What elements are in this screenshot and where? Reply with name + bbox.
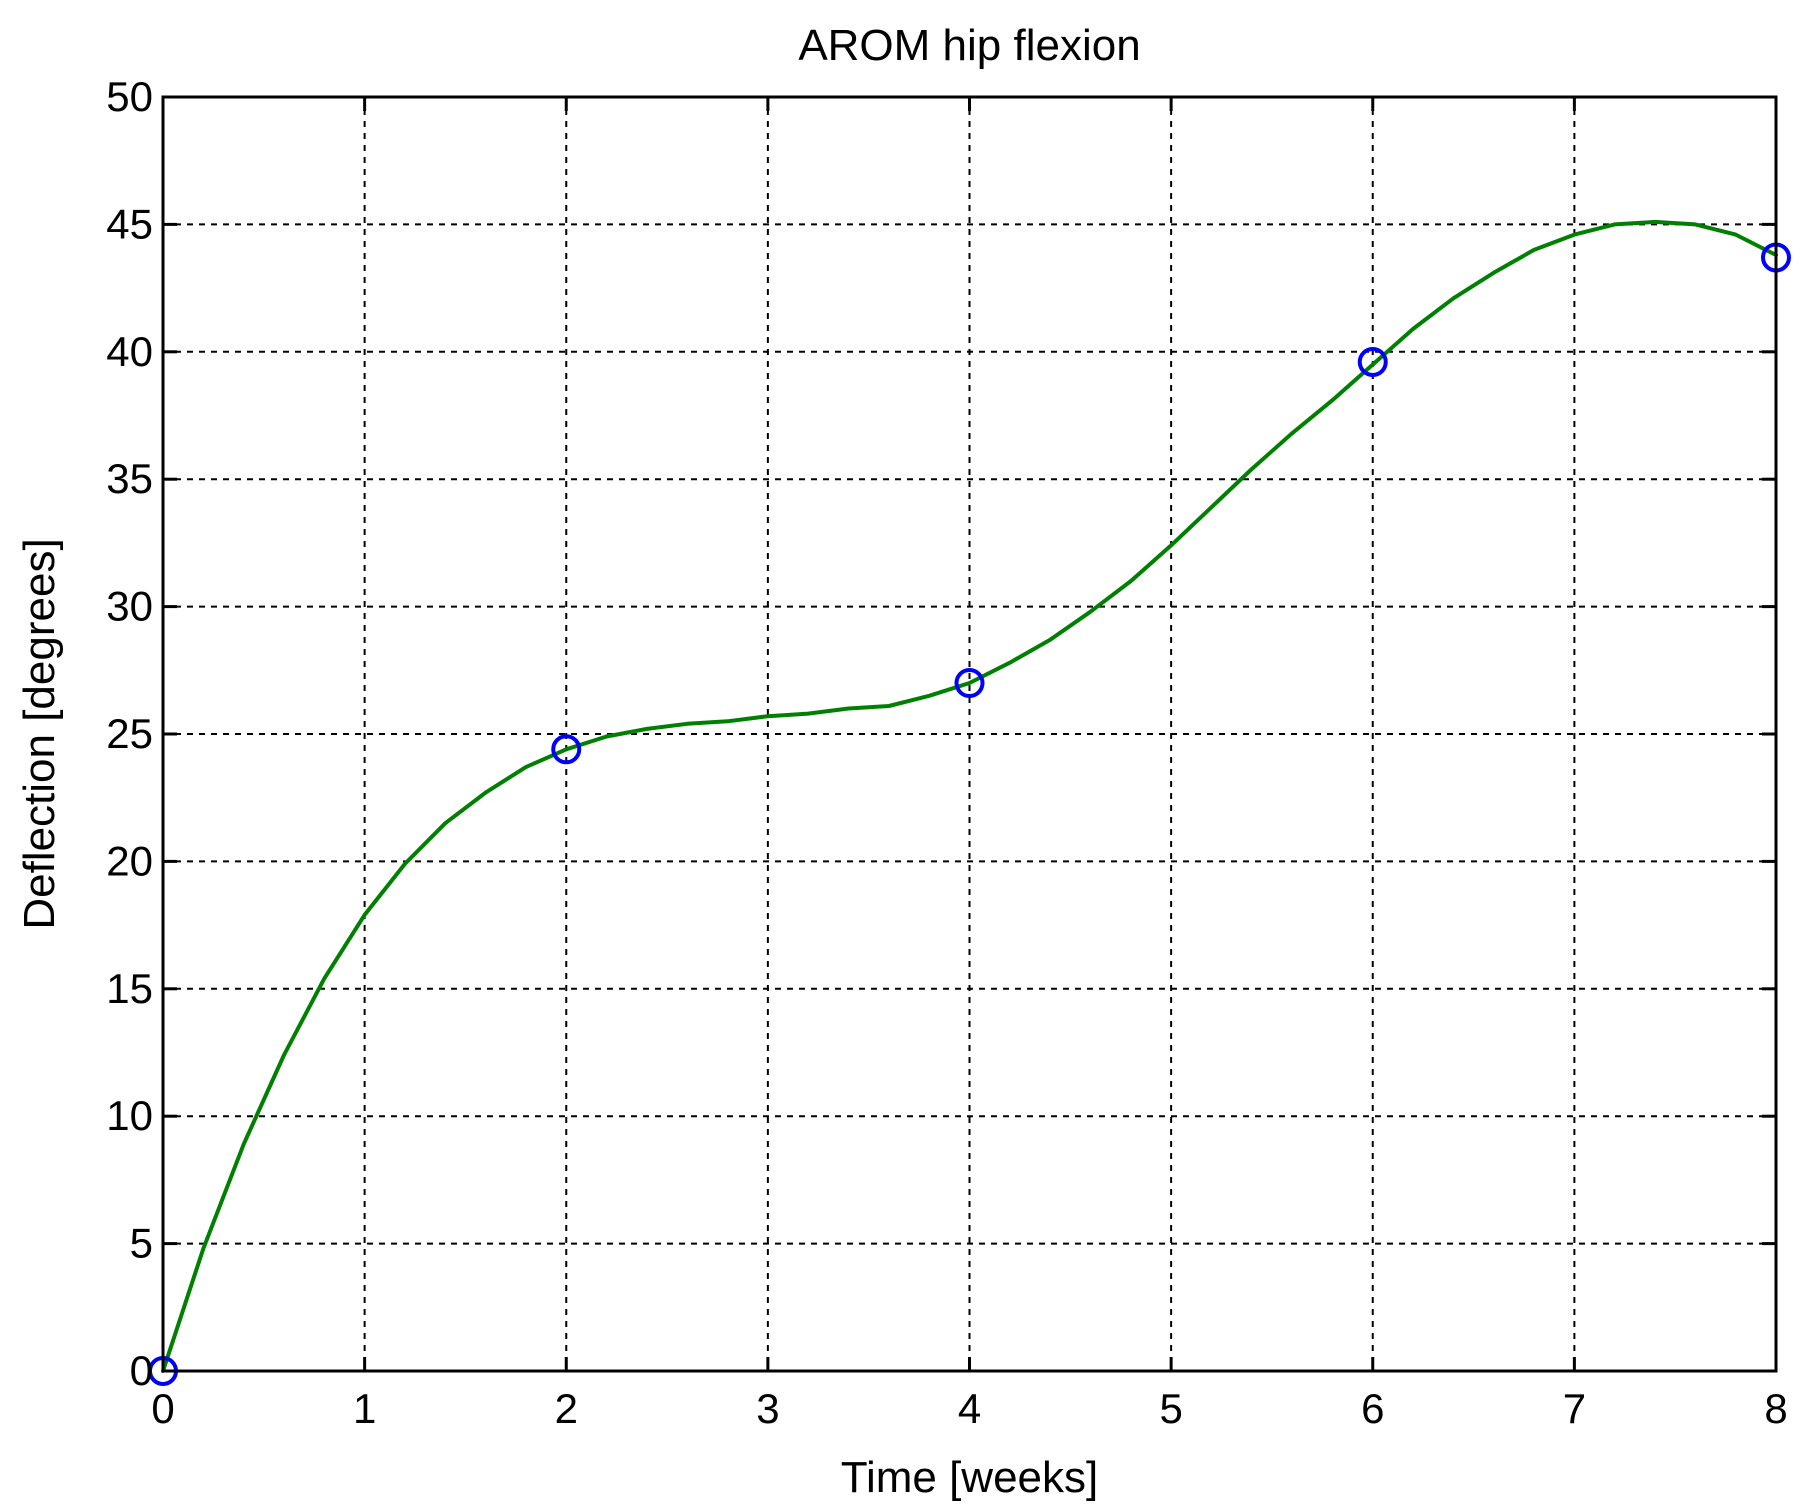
y-tick-label: 30 bbox=[106, 583, 153, 630]
x-tick-label: 6 bbox=[1361, 1385, 1384, 1432]
x-tick-label: 4 bbox=[958, 1385, 981, 1432]
data-point bbox=[954, 668, 985, 699]
x-tick-label: 2 bbox=[555, 1385, 578, 1432]
x-tick-label: 7 bbox=[1563, 1385, 1586, 1432]
y-tick-label: 5 bbox=[130, 1220, 153, 1267]
y-tick-label: 50 bbox=[106, 73, 153, 120]
x-tick-label: 0 bbox=[151, 1385, 174, 1432]
grid bbox=[163, 97, 1776, 1371]
chart-title: AROM hip flexion bbox=[798, 21, 1140, 70]
y-tick-label: 45 bbox=[106, 200, 153, 247]
x-tick-label: 1 bbox=[353, 1385, 376, 1432]
y-tick-label: 35 bbox=[106, 455, 153, 502]
y-tick-label: 0 bbox=[130, 1347, 153, 1394]
x-tick-label: 3 bbox=[756, 1385, 779, 1432]
series-line bbox=[161, 219, 1778, 1373]
x-axis-label: Time [weeks] bbox=[841, 1453, 1099, 1502]
x-tick-label: 8 bbox=[1764, 1385, 1787, 1432]
data-point bbox=[1357, 346, 1388, 377]
y-tick-label: 10 bbox=[106, 1092, 153, 1139]
y-tick-label: 40 bbox=[106, 328, 153, 375]
x-tick-label: 5 bbox=[1159, 1385, 1182, 1432]
data-point bbox=[551, 734, 582, 765]
y-tick-label: 25 bbox=[106, 710, 153, 757]
y-tick-label: 15 bbox=[106, 965, 153, 1012]
y-tick-label: 20 bbox=[106, 837, 153, 884]
y-axis-label: Deflection [degrees] bbox=[15, 538, 64, 929]
